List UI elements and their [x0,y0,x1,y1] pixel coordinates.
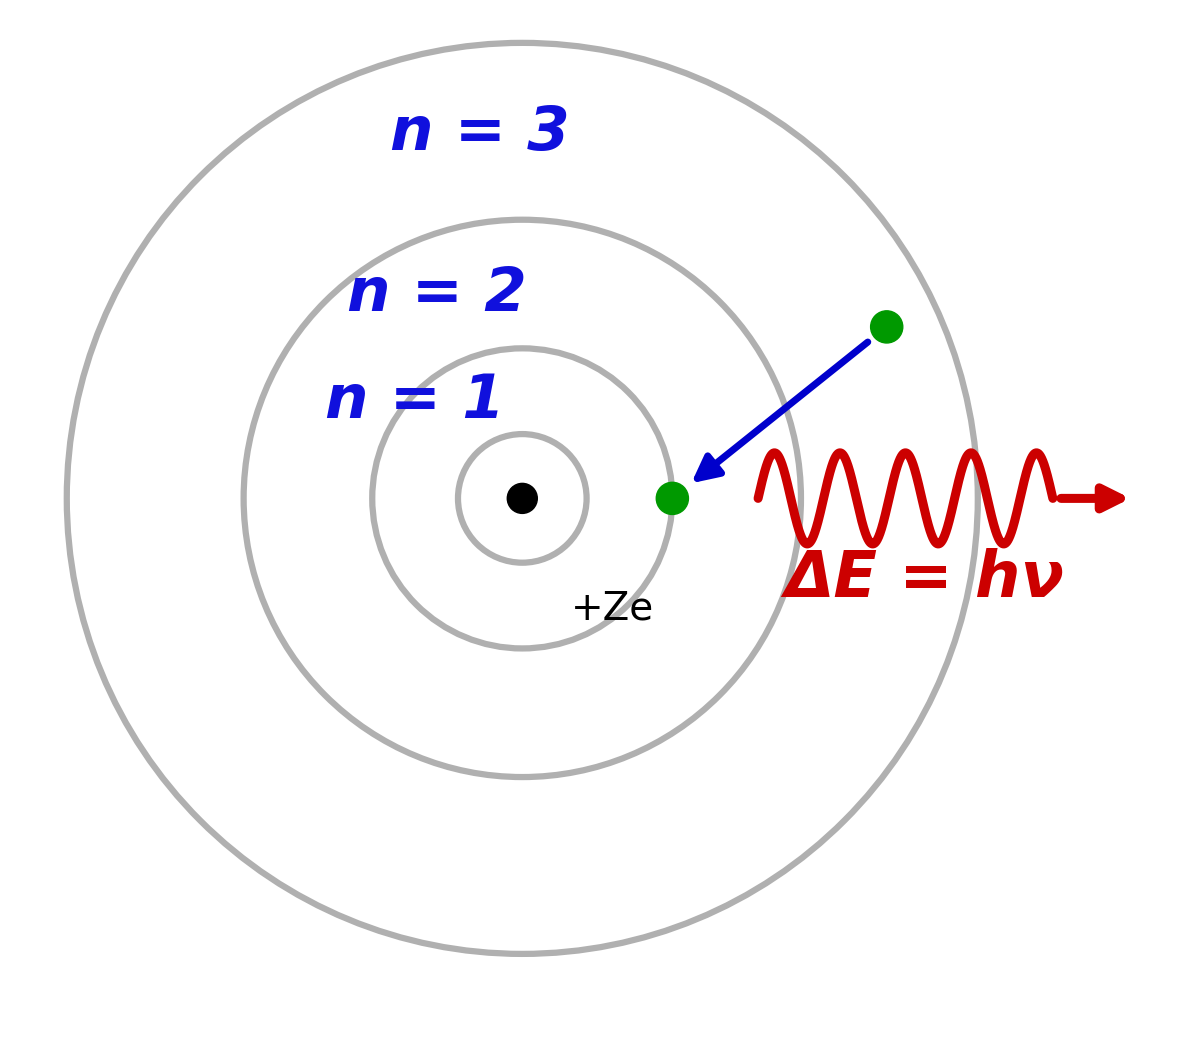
Text: n = 2: n = 2 [347,265,527,324]
Text: n = 3: n = 3 [390,104,569,163]
Circle shape [508,484,538,513]
Circle shape [871,310,902,343]
Text: +Ze: +Ze [570,589,654,627]
Text: n = 1: n = 1 [325,372,505,432]
Circle shape [656,483,689,514]
Text: ΔE = hν: ΔE = hν [785,548,1064,610]
